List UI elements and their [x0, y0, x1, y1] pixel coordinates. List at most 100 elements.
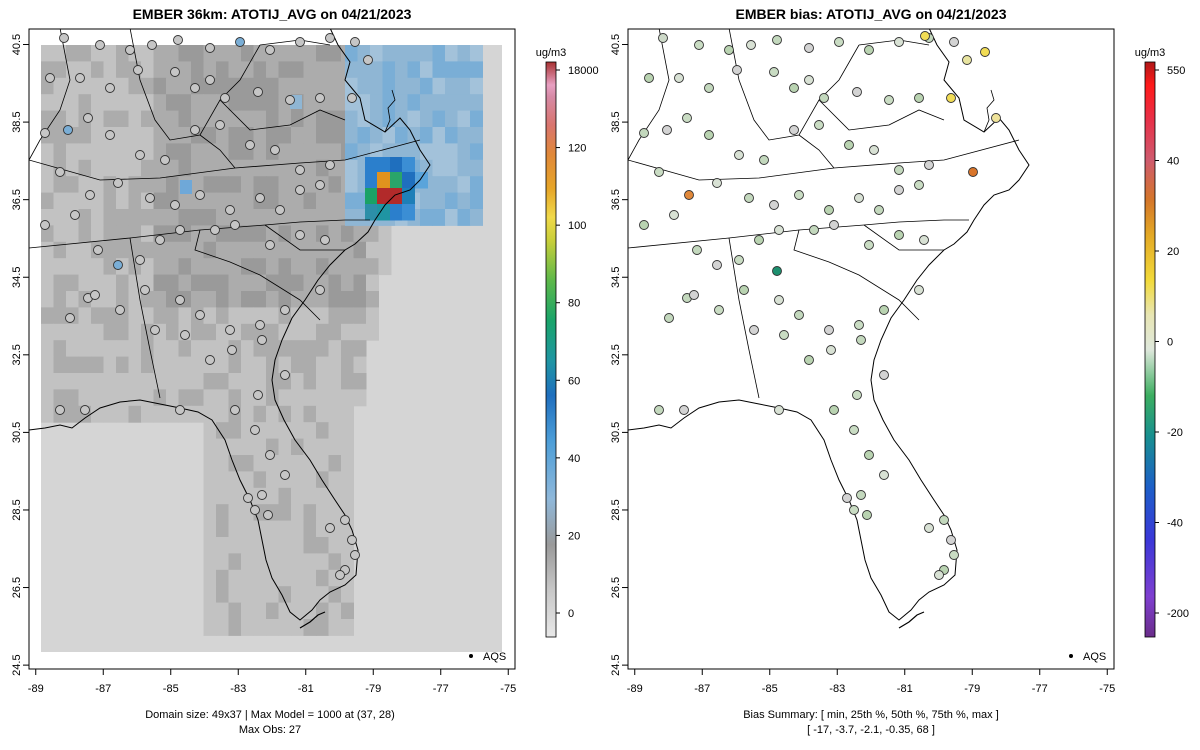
- model-grid-cell: [128, 405, 142, 423]
- model-grid-cell: [341, 340, 354, 358]
- model-grid-cell: [341, 274, 354, 292]
- obs-station-point: [250, 505, 260, 515]
- obs-station-point: [160, 155, 170, 165]
- model-grid-cell: [216, 602, 229, 620]
- state-boundary: [793, 229, 920, 321]
- model-grid-cell: [278, 225, 292, 243]
- model-grid-cell: [370, 61, 383, 79]
- model-grid-cell: [278, 340, 292, 358]
- model-grid-cell: [178, 127, 192, 144]
- model-grid-cell: [353, 356, 367, 374]
- model-grid-cell: [266, 537, 279, 554]
- model-grid-cell: [228, 438, 242, 456]
- colorbar-tick-label: 550: [1167, 65, 1185, 77]
- model-grid-cell: [103, 45, 117, 62]
- obs-station-point: [265, 240, 275, 250]
- model-grid-cell: [328, 192, 342, 210]
- model-grid-cell: [341, 291, 354, 308]
- model-grid-cell: [53, 241, 67, 259]
- model-grid-cell: [377, 157, 390, 174]
- model-grid-cell: [316, 553, 329, 571]
- bias-station-point: [689, 290, 699, 300]
- model-grid-cell: [316, 127, 329, 144]
- model-grid-cell: [216, 405, 229, 423]
- model-grid-cell: [153, 110, 167, 128]
- model-grid-cell: [345, 127, 358, 144]
- model-grid-cell: [291, 291, 304, 308]
- model-grid-cell: [316, 110, 329, 128]
- model-grid-cell: [303, 94, 317, 112]
- obs-station-point: [155, 235, 165, 245]
- model-grid-cell: [341, 389, 354, 407]
- model-grid-cell: [216, 241, 229, 259]
- model-grid-cell: [266, 159, 279, 177]
- bias-station-point: [749, 325, 759, 335]
- model-grid-cell: [216, 77, 229, 95]
- model-grid-cell: [103, 192, 117, 210]
- model-grid-cell: [228, 258, 242, 276]
- model-grid-cell: [116, 127, 129, 144]
- obs-station-point: [80, 405, 90, 415]
- model-grid-cell: [366, 307, 379, 325]
- model-grid-cell: [328, 389, 342, 407]
- model-grid-cell: [166, 340, 179, 358]
- model-grid-cell: [228, 127, 242, 144]
- model-grid-cell: [253, 143, 267, 161]
- model-grid-cell: [91, 61, 104, 79]
- model-grid-cell: [420, 143, 433, 161]
- model-grid-cell: [103, 373, 117, 390]
- model-grid-cell: [328, 487, 342, 505]
- model-grid-cell: [41, 45, 54, 62]
- model-grid-cell: [53, 192, 67, 210]
- state-boundary: [129, 29, 261, 141]
- model-grid-cell: [278, 274, 292, 292]
- model-grid-cell: [291, 340, 304, 358]
- model-grid-cell: [228, 176, 242, 194]
- model-grid-cell: [191, 389, 204, 407]
- model-grid-cell: [316, 340, 329, 358]
- model-grid-cell: [53, 77, 67, 95]
- model-grid-cell: [377, 188, 390, 205]
- model-grid-cell: [178, 389, 192, 407]
- model-grid-cell: [41, 94, 54, 112]
- state-boundary: [194, 229, 321, 321]
- model-grid-cell: [66, 159, 79, 177]
- model-grid-cell: [78, 143, 92, 161]
- model-grid-cell: [241, 94, 254, 112]
- model-grid-cell: [328, 94, 342, 112]
- model-grid-cell: [345, 110, 358, 128]
- model-grid-cell: [103, 143, 117, 161]
- bias-station-point: [884, 95, 894, 105]
- model-grid-cell: [53, 340, 67, 358]
- model-grid-cell: [303, 389, 317, 407]
- model-grid-cell: [457, 143, 471, 161]
- obs-station-point: [280, 305, 290, 315]
- bias-station-point: [829, 405, 839, 415]
- obs-station-point: [257, 490, 267, 500]
- model-grid-cell: [328, 323, 342, 341]
- model-grid-cell: [432, 176, 446, 194]
- y-tick-label: 32.5: [610, 344, 622, 365]
- model-grid-cell: [166, 323, 179, 341]
- bias-station-point: [734, 150, 744, 160]
- model-grid-cell: [291, 45, 304, 62]
- model-grid-cell: [191, 291, 204, 308]
- model-grid-cell: [191, 405, 204, 423]
- model-grid-cell: [328, 586, 342, 604]
- obs-station-point: [175, 295, 185, 305]
- model-grid-cell: [378, 258, 392, 276]
- model-grid-cell: [41, 110, 54, 128]
- model-grid-cell: [328, 504, 342, 522]
- x-tick-label: -83: [829, 683, 845, 695]
- model-grid-cell: [241, 389, 254, 407]
- model-grid-cell: [241, 307, 254, 325]
- model-grid-cell: [78, 45, 92, 62]
- model-grid-cell: [316, 487, 329, 505]
- model-grid-cell: [78, 127, 92, 144]
- model-grid-cell: [470, 159, 483, 177]
- model-grid-cell: [91, 94, 104, 112]
- model-grid-cell: [41, 373, 54, 390]
- model-grid-cell: [366, 323, 379, 341]
- model-grid-cell: [445, 77, 458, 95]
- model-grid-cell: [432, 94, 446, 112]
